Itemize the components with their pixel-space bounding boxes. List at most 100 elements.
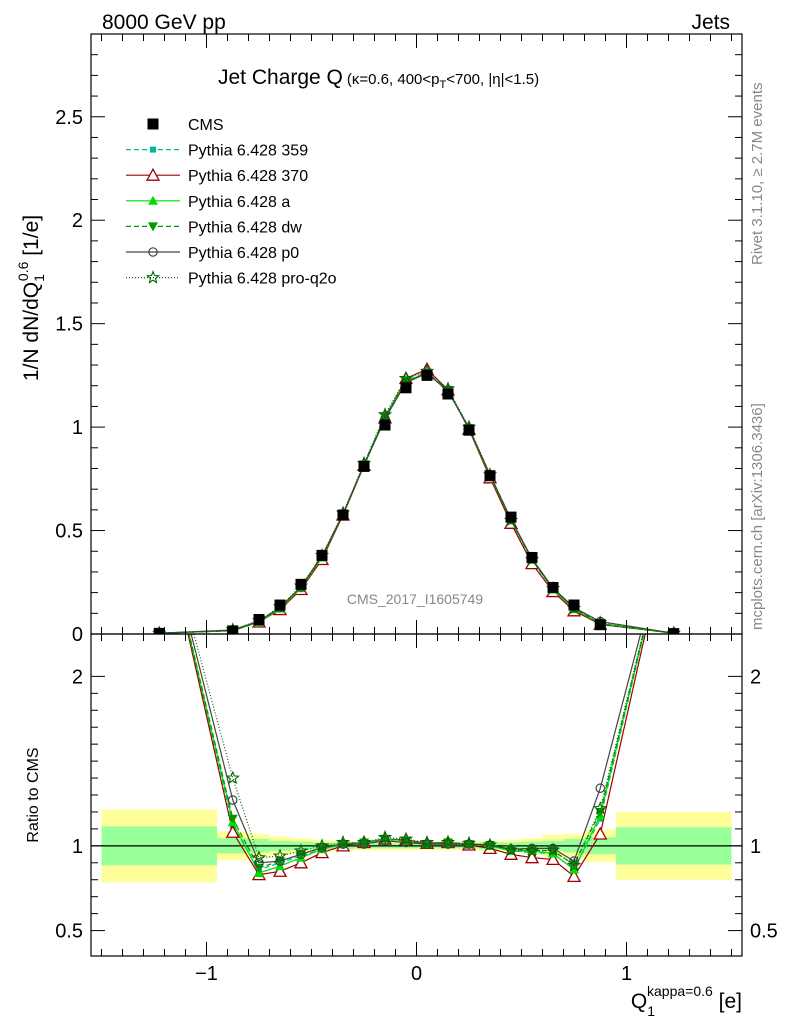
ratio-point-5-9 — [401, 837, 411, 848]
ratio-point-6-6 — [335, 835, 351, 849]
ratio-ytick-label-right-0: 0.5 — [750, 921, 778, 943]
ratio-point-6-16 — [545, 842, 561, 857]
ytick-label-2: 1 — [72, 417, 83, 439]
ratio-ytick-label-right-2: 2 — [750, 666, 761, 688]
point-0-14 — [505, 511, 517, 523]
ratio-point-5-18 — [595, 783, 606, 794]
ratio-point-5-4 — [296, 849, 306, 860]
point-0-4 — [295, 578, 307, 590]
legend-marker-1 — [150, 146, 156, 153]
legend-label-1: Pythia 6.428 359 — [188, 143, 308, 160]
legend-entry-3: Pythia 6.428 a — [126, 194, 290, 211]
point-0-0 — [153, 627, 165, 634]
ratio-axis-ticks: 0.5 0.5 1 1 2 2 −1 0 1 — [55, 634, 778, 985]
legend-label-3: Pythia 6.428 a — [188, 194, 290, 211]
ratio-series-3 — [188, 634, 645, 877]
point-6-8 — [377, 407, 393, 421]
ratio-point-6-5 — [314, 838, 330, 852]
legend-label-2: Pythia 6.428 370 — [188, 168, 308, 185]
ratio-curves — [187, 634, 646, 882]
ratio-point-2-1 — [225, 824, 240, 838]
ratio-point-5-7 — [359, 839, 369, 849]
legend-entry-4: Pythia 6.428 dw — [126, 219, 302, 236]
point-0-1 — [227, 625, 239, 634]
ratio-series-6 — [193, 634, 644, 872]
point-0-13 — [484, 470, 496, 482]
legend-marker-4 — [148, 222, 158, 232]
ratio-point-5-5 — [317, 842, 327, 853]
ratio-line-6 — [193, 634, 644, 867]
ratio-point-6-4 — [293, 843, 309, 858]
ratio-ytick-label-right-1: 1 — [750, 836, 761, 858]
ratio-point-5-1 — [227, 795, 238, 805]
ratio-point-2-3 — [272, 863, 288, 877]
point-0-9 — [400, 382, 412, 394]
ratio-point-6-12 — [461, 835, 477, 850]
ratio-ytick-label-left-2: 2 — [72, 666, 83, 688]
header-right: Jets — [691, 11, 730, 34]
xtick-label-2: 1 — [621, 963, 632, 985]
point-0-8 — [379, 419, 391, 431]
point-0-10 — [421, 369, 433, 381]
ratio-plot-panel: 0.5 0.5 1 1 2 2 −1 0 1 Ratio to CMS Q1kappa=0.6 … — [25, 633, 778, 1019]
legend-label-0: CMS — [188, 117, 224, 134]
legend-entry-1: Pythia 6.428 359 — [126, 143, 308, 160]
ratio-point-4-16 — [548, 846, 558, 856]
ytick-label-0: 0 — [72, 624, 83, 646]
legend-entry-5: Pythia 6.428 p0 — [126, 245, 299, 262]
legend-entry-0: CMS — [147, 117, 224, 134]
ratio-plot-frame — [90, 633, 743, 957]
ratio-point-2-18 — [593, 826, 608, 840]
point-0-11 — [442, 388, 454, 400]
ratio-point-6-8 — [377, 829, 393, 844]
legend: CMS Pythia 6.428 359 Pythia 6.428 370 Pythi… — [126, 117, 337, 288]
ytick-label-5: 2.5 — [55, 107, 83, 129]
point-0-18 — [594, 619, 606, 631]
point-0-17 — [568, 599, 580, 611]
legend-entry-6: Pythia 6.428 pro-q2o — [126, 270, 337, 288]
legend-label-6: Pythia 6.428 pro-q2o — [188, 271, 337, 288]
ratio-point-5-6 — [338, 839, 348, 849]
main-curves — [152, 361, 681, 634]
main-plot-panel: 0 0.5 1 1.5 2 2.5 Jet Charge Q (κ=0.6, 400<pT<… — [15, 33, 743, 646]
point-0-15 — [526, 551, 538, 563]
analysis-watermark: CMS_2017_I1605749 — [347, 591, 483, 607]
point-6-9 — [398, 370, 414, 385]
legend-marker-2 — [145, 167, 161, 181]
ytick-label-4: 2 — [72, 210, 83, 232]
ratio-point-6-18 — [593, 801, 608, 815]
ratio-point-6-2 — [251, 850, 267, 864]
ratio-point-6-3 — [272, 848, 288, 863]
ytick-label-3: 1.5 — [55, 314, 83, 336]
ratio-point-6-1 — [225, 770, 240, 785]
point-0-2 — [253, 614, 265, 626]
ratio-point-2-4 — [293, 855, 309, 869]
point-0-12 — [463, 424, 475, 436]
legend-entry-2: Pythia 6.428 370 — [126, 167, 308, 185]
point-0-16 — [547, 581, 559, 593]
xtick-label-0: −1 — [195, 963, 218, 985]
ratio-ylabel: Ratio to CMS — [25, 747, 42, 842]
ratio-point-6-17 — [566, 857, 582, 872]
legend-label-5: Pythia 6.428 p0 — [188, 245, 299, 262]
xtick-label-1: 0 — [411, 963, 422, 985]
point-0-6 — [337, 509, 349, 521]
point-0-3 — [274, 599, 286, 611]
legend-label-4: Pythia 6.428 dw — [188, 219, 302, 236]
rivet-label: Rivet 3.1.10, ≥ 2.7M events — [749, 83, 766, 266]
ratio-point-6-13 — [482, 837, 498, 851]
point-0-19 — [668, 628, 680, 634]
ratio-point-6-15 — [524, 843, 540, 858]
ratio-point-2-15 — [524, 850, 540, 864]
ratio-point-2-16 — [545, 852, 561, 866]
series-0 — [153, 369, 680, 634]
point-0-5 — [316, 549, 328, 561]
legend-marker-3 — [148, 195, 158, 205]
ratio-point-5-3 — [275, 856, 285, 866]
ratio-point-5-12 — [464, 839, 474, 849]
ratio-point-6-11 — [440, 835, 456, 849]
point-0-7 — [358, 460, 370, 472]
ratio-ytick-label-left-0: 0.5 — [55, 921, 83, 943]
ratio-point-6-9 — [398, 831, 414, 846]
main-axis-ticks: 0 0.5 1 1.5 2 2.5 — [55, 34, 742, 646]
